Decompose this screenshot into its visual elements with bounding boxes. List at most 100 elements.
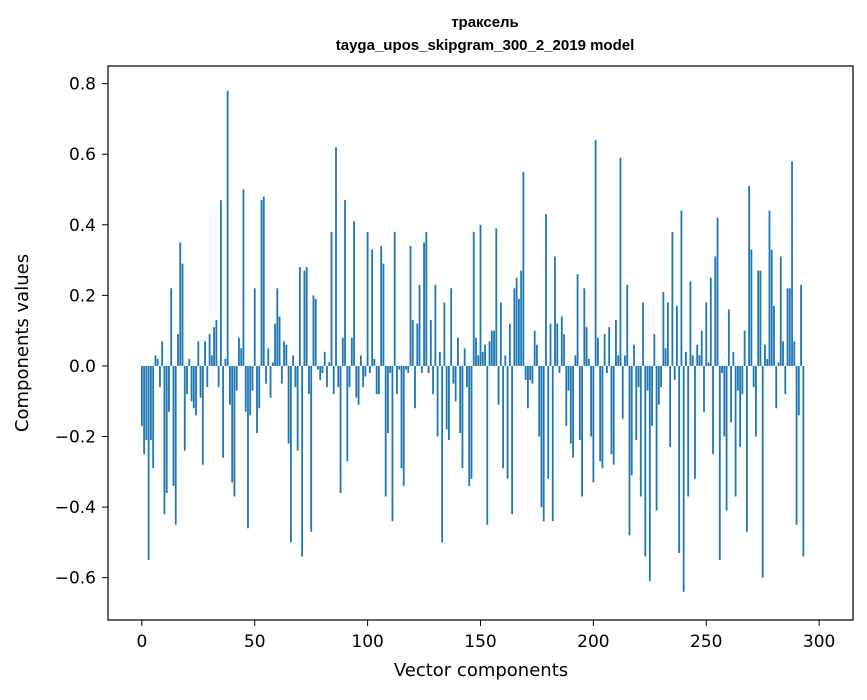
bar [547, 365, 550, 479]
bar [208, 334, 211, 366]
bar [795, 365, 798, 525]
x-tick-label: 300 [803, 632, 835, 652]
bar [355, 365, 358, 398]
bar [427, 365, 430, 373]
bar [651, 365, 653, 426]
bar [779, 256, 782, 366]
bar [339, 365, 342, 493]
bar [452, 365, 455, 384]
bar [215, 320, 218, 366]
bar [468, 365, 471, 486]
bar [238, 337, 240, 366]
bar [669, 365, 672, 448]
bar [565, 365, 568, 426]
bar [770, 249, 773, 366]
bar [608, 327, 611, 366]
bar [321, 365, 324, 373]
y-tick-label: 0.6 [69, 145, 96, 165]
bar [786, 288, 789, 366]
bar [727, 309, 730, 366]
bar [470, 365, 473, 479]
bar [732, 351, 735, 366]
bar [405, 365, 407, 370]
bar [784, 365, 787, 395]
bar [274, 323, 276, 366]
bar [420, 365, 423, 373]
bar [766, 358, 769, 366]
bar [335, 147, 337, 366]
bar [382, 263, 385, 366]
bar [296, 365, 299, 451]
bar [391, 365, 394, 522]
y-tick-label: 0.8 [69, 75, 96, 95]
bar [154, 355, 157, 366]
bar [143, 365, 146, 455]
bar [271, 362, 274, 366]
bar [172, 365, 175, 486]
bar [517, 298, 520, 366]
bar [432, 365, 434, 395]
bar [791, 161, 793, 366]
bar [328, 362, 331, 366]
bar [624, 355, 626, 366]
bar [621, 365, 624, 419]
bar [276, 288, 279, 366]
bar [350, 337, 353, 366]
bar [337, 365, 340, 388]
bar [357, 365, 360, 405]
bar [287, 365, 290, 444]
bar [301, 365, 304, 557]
bar [393, 231, 396, 366]
x-axis-label: Vector components [394, 660, 568, 681]
bar [678, 365, 681, 553]
bar [777, 362, 780, 366]
bar [583, 288, 586, 366]
bar [323, 351, 326, 366]
bar [463, 348, 466, 366]
bar [714, 256, 717, 366]
bar [317, 365, 319, 370]
bar [366, 231, 369, 366]
bar [226, 90, 229, 366]
bar [174, 365, 177, 525]
bar [359, 355, 362, 366]
bar [642, 302, 644, 366]
bar [639, 365, 642, 497]
bar [253, 288, 256, 366]
bar [330, 231, 333, 366]
bar [612, 365, 615, 465]
bar [210, 355, 213, 366]
bar [725, 365, 728, 511]
bar [434, 284, 437, 366]
bar [344, 200, 346, 366]
bar [195, 365, 197, 416]
bar [680, 210, 683, 366]
bar [183, 365, 186, 451]
bar [617, 355, 620, 366]
bar [707, 362, 710, 366]
bar [240, 348, 243, 366]
chart-title: траксель [451, 14, 519, 31]
bar [615, 320, 617, 366]
bar [235, 365, 238, 391]
bar [590, 365, 593, 437]
bar [400, 365, 403, 469]
bar [249, 365, 252, 416]
bar [145, 365, 148, 441]
bar [256, 365, 258, 433]
bar [314, 298, 317, 366]
bar [687, 365, 690, 497]
bar [524, 365, 527, 381]
bar [201, 365, 204, 465]
bar [461, 365, 464, 469]
bar [671, 231, 674, 366]
bar [721, 365, 723, 373]
bar [741, 365, 744, 395]
bar [285, 344, 288, 366]
bar [560, 316, 563, 366]
bar [554, 256, 556, 366]
y-tick-label: −0.4 [55, 498, 96, 518]
bar [380, 245, 383, 366]
bar [447, 365, 450, 441]
